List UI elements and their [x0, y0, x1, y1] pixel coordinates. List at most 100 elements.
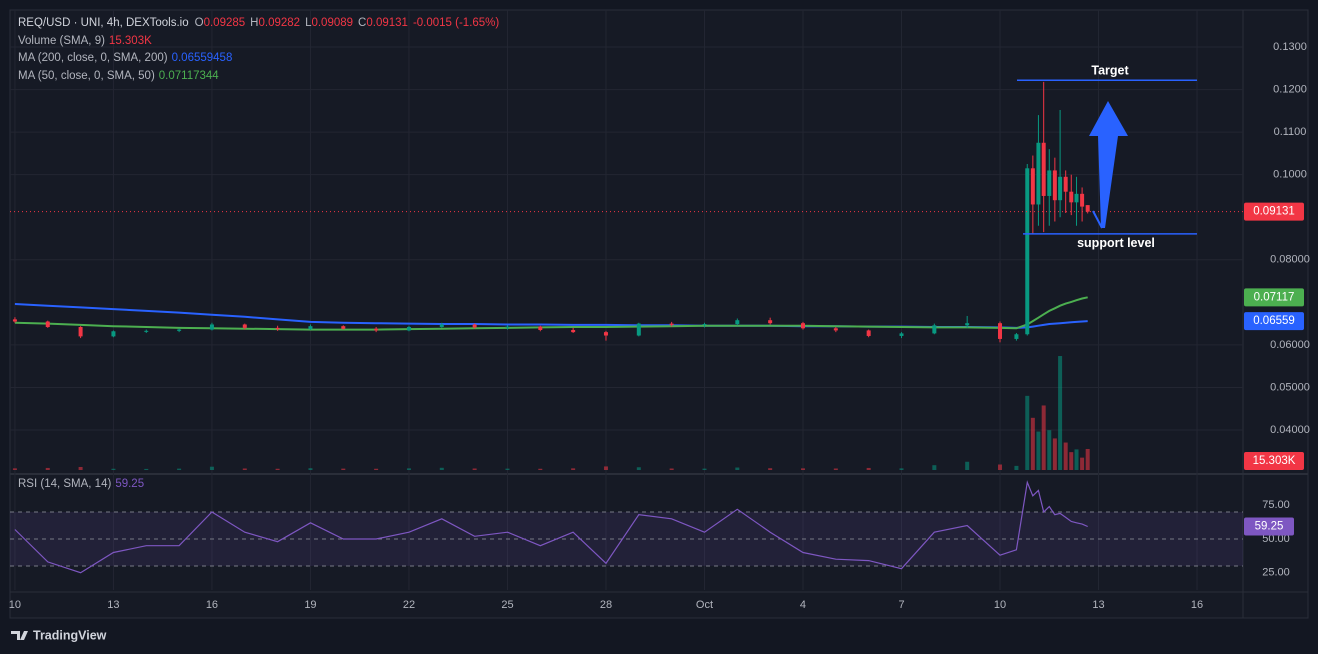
volume-bar	[1063, 442, 1068, 470]
volume-bar	[341, 468, 346, 470]
rsi-tag-bg	[1244, 517, 1294, 536]
candle-body	[669, 323, 674, 325]
volume-bar	[505, 468, 510, 470]
volume-bar	[1052, 438, 1057, 470]
x-tick-label: 16	[206, 599, 218, 611]
level-label: Target	[1091, 64, 1129, 78]
x-tick-label: 25	[501, 599, 513, 611]
volume-bar	[78, 466, 83, 470]
volume-bar	[308, 468, 313, 470]
volume-bar	[406, 468, 411, 470]
y-tick-label: 0.1000	[1273, 169, 1307, 181]
candle-body	[1025, 168, 1030, 335]
candle-body	[1014, 334, 1019, 339]
x-tick-label: Oct	[696, 599, 713, 611]
volume-bar	[1014, 465, 1019, 470]
candle-body	[702, 324, 707, 326]
x-tick-label: 16	[1191, 599, 1203, 611]
volume-bar	[1069, 452, 1074, 470]
x-tick-label: 10	[994, 599, 1006, 611]
symbol-label: REQ/USD · UNI, 4h, DEXTools.io	[18, 17, 189, 29]
rsi-tick-label: 75.00	[1262, 499, 1290, 511]
candle-body	[735, 320, 740, 325]
volume-bar	[866, 467, 871, 470]
volume-bar	[800, 468, 805, 470]
ma-tag-bg	[1244, 288, 1304, 307]
volume-bar	[1080, 457, 1085, 470]
volume-bar	[1030, 417, 1035, 470]
candle-body	[275, 327, 280, 330]
candle-body	[45, 321, 50, 328]
volume-bar	[636, 467, 641, 470]
candle-body	[1052, 170, 1057, 201]
candle-body	[1030, 168, 1035, 205]
volume-bar	[669, 468, 674, 470]
volume-bar	[1025, 395, 1030, 470]
volume-bar	[242, 468, 247, 470]
level-label: support level	[1077, 236, 1155, 250]
price-tag-bg	[1244, 202, 1304, 221]
candle-body	[374, 328, 379, 331]
volume-bar	[768, 468, 773, 470]
candle-body	[439, 324, 444, 328]
volume-layer	[12, 356, 1090, 470]
volume-bar	[275, 468, 280, 470]
candle-body	[406, 327, 411, 331]
legend-row: MA (50, close, 0, SMA, 50) 0.07117344	[18, 68, 503, 86]
candle-body	[1036, 142, 1041, 205]
volume-tag: 15.303K	[1253, 455, 1296, 467]
candle-body	[932, 325, 937, 334]
candle-body	[1069, 191, 1074, 203]
volume-bar	[12, 468, 17, 470]
volume-bar	[472, 468, 477, 470]
volume-bar	[1085, 448, 1090, 470]
volume-bar	[899, 468, 904, 470]
x-tick-label: 7	[898, 599, 904, 611]
candle-body	[603, 332, 608, 336]
candle-body	[538, 326, 543, 330]
candle-body	[505, 326, 510, 328]
tradingview-logo: TradingView	[11, 628, 107, 642]
volume-bar	[144, 468, 149, 470]
rsi-tick-label: 50.00	[1262, 533, 1290, 545]
volume-bar	[111, 468, 116, 470]
main-legend: REQ/USD · UNI, 4h, DEXTools.io O0.09285 H0…	[18, 15, 503, 85]
price-tag: 0.09131	[1253, 206, 1295, 218]
volume-bar	[1047, 430, 1052, 470]
volume-bar	[965, 461, 970, 470]
volume-bar	[998, 464, 1003, 470]
y-tick-label: 0.1300	[1273, 41, 1307, 53]
ohlc-key: O	[194, 17, 204, 29]
y-tick-label: 0.1100	[1274, 126, 1307, 138]
overlay-layer: Target support level 0.09131 0.06559 0.07117…	[10, 64, 1304, 574]
x-tick-label: 28	[600, 599, 612, 611]
rsi-line	[14, 480, 1088, 574]
change-value: -0.0015 (-1.65%)	[412, 17, 500, 29]
ma-layer	[14, 296, 1088, 331]
volume-bar	[1074, 449, 1079, 470]
ohlc-value: 0.09089	[311, 17, 354, 29]
candle-body	[111, 331, 116, 337]
volume-tag-bg	[1244, 451, 1304, 470]
volume-bar	[571, 468, 576, 470]
candle-body	[472, 324, 477, 328]
ohlc-value: 0.09285	[203, 17, 246, 29]
candle-body	[1047, 170, 1052, 196]
ma-value: 0.07117344	[158, 69, 219, 82]
y-tick-label: 0.1200	[1273, 83, 1307, 95]
y-tick-label: 0.05000	[1270, 381, 1310, 393]
x-tick-label: 10	[9, 599, 21, 611]
rsi-legend: RSI (14, SMA, 14) 59.25	[18, 476, 148, 494]
ohlc-value: 0.09131	[366, 17, 408, 29]
x-tick-label: 13	[1092, 599, 1104, 611]
volume-bar	[439, 467, 444, 470]
x-tick-label: 4	[800, 599, 806, 611]
candle-body	[242, 324, 247, 328]
volume-bar	[374, 468, 379, 470]
ma-label: MA (50, close, 0, SMA, 50)	[18, 69, 155, 82]
grid-layer: 10 13 16 19 22 25 28 Oct 4 7 10 13 16 0.1300 0.1200 0.1…	[9, 10, 1310, 611]
x-tick-label: 19	[304, 599, 316, 611]
candle-body	[177, 329, 182, 331]
legend-row: REQ/USD · UNI, 4h, DEXTools.io O0.09285 H0…	[18, 15, 503, 33]
